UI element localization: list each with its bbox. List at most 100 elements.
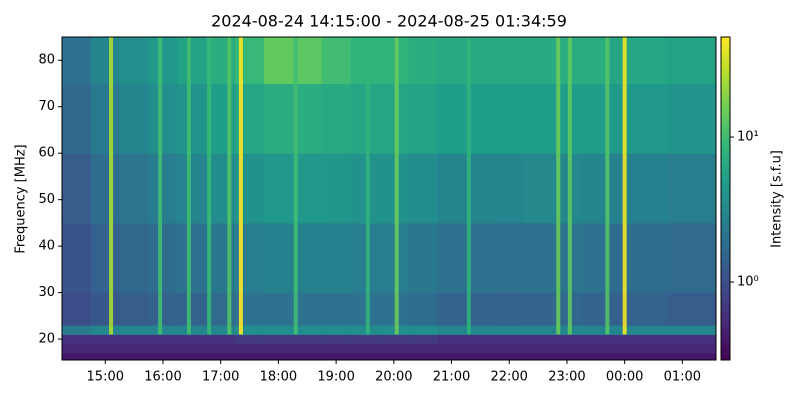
colorbar-swatch	[721, 93, 730, 99]
heatmap-cell	[90, 292, 121, 326]
heatmap-cell	[119, 325, 150, 335]
colorbar-swatch	[721, 351, 730, 357]
heatmap-cell	[62, 37, 92, 84]
colorbar-swatch	[721, 81, 730, 86]
heatmap-cell	[177, 325, 207, 335]
burst	[394, 37, 399, 335]
heatmap-cell	[465, 292, 496, 326]
colorbar-swatch	[721, 178, 730, 183]
heatmap-cell	[437, 37, 467, 84]
heatmap-cell	[667, 325, 698, 335]
heatmap-cell	[90, 325, 121, 335]
heatmap-cell	[639, 353, 669, 361]
burst	[186, 37, 191, 335]
colorbar-swatch	[721, 202, 730, 208]
colorbar-swatch	[721, 141, 730, 147]
colorbar-frame	[720, 36, 731, 361]
heatmap-cell	[667, 343, 698, 354]
heatmap-cell	[523, 325, 554, 335]
colorbar-swatch	[721, 170, 730, 175]
heatmap-cell	[696, 343, 717, 354]
chart-title: 2024-08-24 14:15:00 - 2024-08-25 01:34:5…	[211, 12, 567, 31]
heatmap-cell	[408, 83, 438, 154]
heatmap-cell	[321, 83, 352, 154]
x-tick-label: 16:00	[144, 370, 181, 385]
colorbar-swatch	[721, 234, 730, 240]
colorbar-swatch	[721, 315, 730, 321]
colorbar-swatch	[721, 271, 730, 276]
heatmap-cell	[119, 334, 150, 345]
heatmap-cell	[350, 153, 380, 224]
colorbar-swatch	[721, 45, 730, 50]
heatmap-cell	[350, 292, 380, 326]
heatmap-cell	[177, 83, 207, 154]
colorbar-swatch	[721, 77, 730, 82]
heatmap-cell	[235, 353, 265, 361]
colorbar-swatch	[721, 303, 730, 309]
colorbar-swatch	[721, 222, 730, 228]
heatmap-cell	[148, 222, 178, 294]
burst	[293, 37, 298, 335]
colorbar-swatch	[721, 49, 730, 54]
heatmap-cell	[292, 292, 323, 326]
burst	[207, 37, 212, 335]
heatmap-cell	[523, 343, 554, 354]
heatmap-cell	[62, 292, 92, 326]
heatmap-cell	[465, 222, 496, 294]
heatmap-cell	[292, 325, 323, 335]
heatmap-cell	[62, 153, 92, 224]
heatmap-cell	[292, 334, 323, 345]
colorbar-swatch	[721, 242, 730, 248]
heatmap-cell	[148, 153, 178, 224]
heatmap-cell	[379, 153, 409, 224]
heatmap-cell	[177, 334, 207, 345]
heatmap-cell	[379, 334, 409, 345]
colorbar-swatch	[721, 121, 730, 127]
colorbar-swatch	[721, 89, 730, 95]
colorbar-swatch	[721, 299, 730, 304]
heatmap-cell	[667, 153, 698, 224]
heatmap-cell	[177, 343, 207, 354]
heatmap-cell	[494, 325, 525, 335]
y-tick-label: 80	[38, 53, 55, 68]
colorbar-swatch	[721, 275, 730, 280]
colorbar-swatch	[721, 97, 730, 103]
heatmap-cell	[437, 222, 467, 294]
heatmap-cell	[148, 343, 178, 354]
heatmap-cell	[321, 153, 352, 224]
heatmap-cell	[696, 353, 717, 361]
heatmap-cell	[437, 325, 467, 335]
colorbar-swatch	[721, 279, 730, 284]
heatmap-cell	[494, 153, 525, 224]
x-tick-label: 20:00	[375, 370, 412, 385]
x-tick-label: 15:00	[87, 370, 124, 385]
heatmap-cell	[350, 83, 380, 154]
colorbar-swatch	[721, 117, 730, 123]
heatmap-cell	[292, 37, 323, 84]
heatmap-cell	[465, 343, 496, 354]
heatmap-cell	[235, 325, 265, 335]
heatmap-cell	[263, 83, 294, 154]
y-tick-label: 40	[38, 239, 55, 254]
colorbar-swatch	[721, 343, 730, 349]
heatmap-cell	[148, 292, 178, 326]
heatmap-cell	[321, 37, 352, 84]
burst	[567, 37, 572, 335]
heatmap-cell	[379, 83, 409, 154]
colorbar-swatch	[721, 206, 730, 212]
colorbar-swatch	[721, 182, 730, 187]
heatmap-cell	[523, 222, 554, 294]
heatmap-cell	[62, 353, 92, 361]
heatmap-cell	[465, 153, 496, 224]
x-tick-label: 23:00	[548, 370, 585, 385]
heatmap-cell	[321, 353, 352, 361]
colorbar-swatch	[721, 287, 730, 292]
heatmap-cell	[292, 343, 323, 354]
heatmap-cell	[148, 353, 178, 361]
heatmap-cell	[379, 353, 409, 361]
x-tick-label: 21:00	[433, 370, 470, 385]
heatmap-cell	[437, 292, 467, 326]
heatmap-cell	[119, 222, 150, 294]
heatmap-cell	[494, 292, 525, 326]
